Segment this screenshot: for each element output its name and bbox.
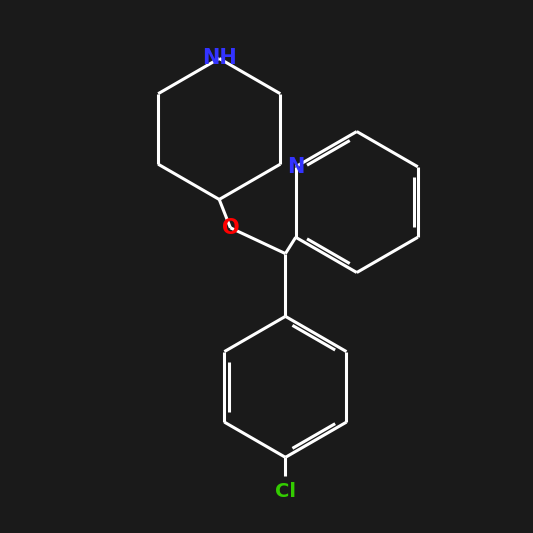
Text: Cl: Cl bbox=[275, 482, 296, 501]
Text: NH: NH bbox=[202, 49, 237, 68]
Text: O: O bbox=[222, 218, 239, 238]
Text: N: N bbox=[287, 157, 304, 177]
